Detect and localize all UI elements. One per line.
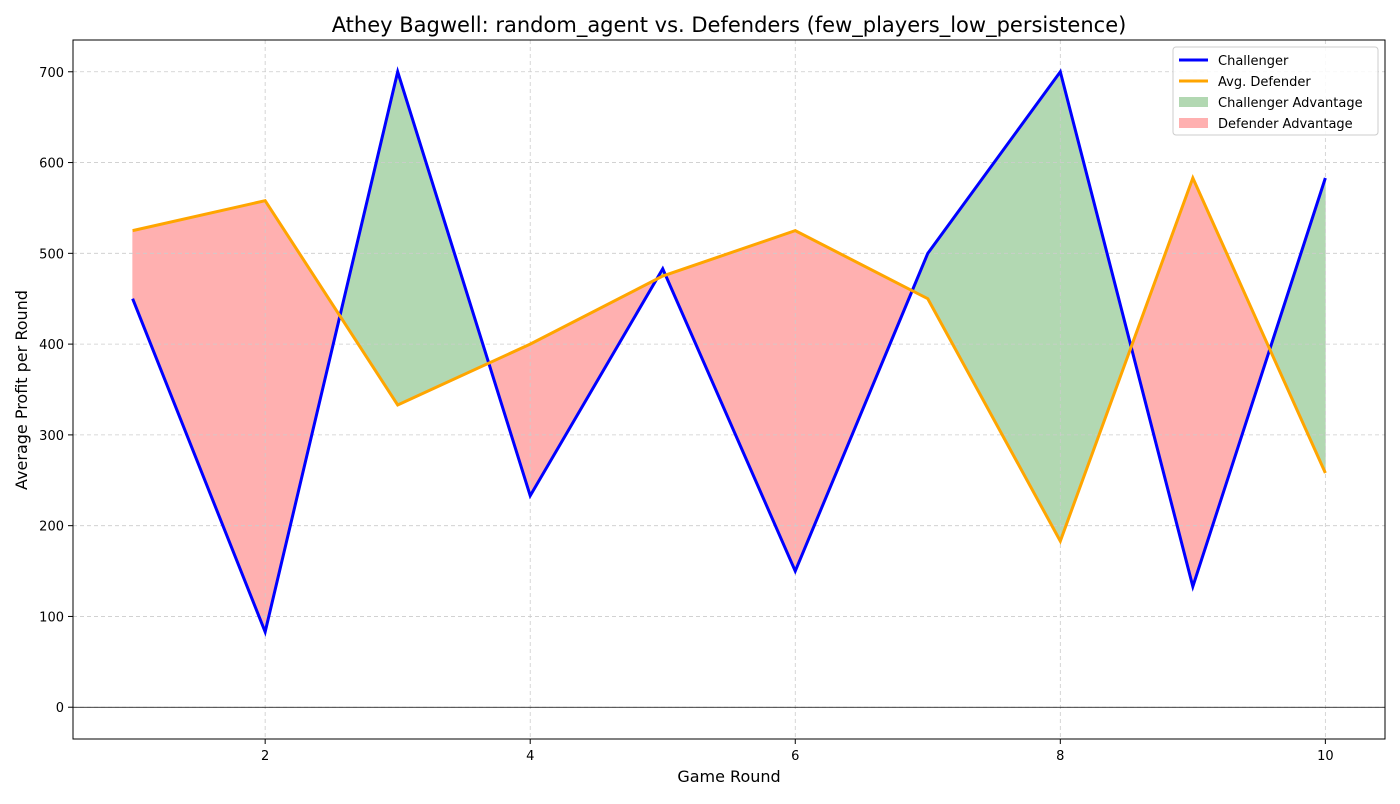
y-tick-label: 0 bbox=[56, 701, 64, 716]
legend-label: Challenger Advantage bbox=[1218, 96, 1363, 111]
legend-label: Challenger bbox=[1218, 54, 1289, 69]
legend-swatch bbox=[1179, 97, 1208, 107]
plot-frame bbox=[72, 39, 1386, 740]
y-tick-label: 600 bbox=[39, 157, 64, 172]
y-tick-label: 700 bbox=[39, 66, 64, 81]
x-tick-label: 4 bbox=[526, 749, 534, 764]
series-lines bbox=[131, 66, 1327, 637]
x-tick-label: 6 bbox=[791, 749, 799, 764]
x-tick-label: 2 bbox=[261, 749, 269, 764]
challenger-line bbox=[131, 66, 1327, 637]
challenger-advantage-area bbox=[397, 71, 490, 406]
y-tick-label: 300 bbox=[39, 429, 64, 444]
legend-item-defender-advantage: Defender Advantage bbox=[1179, 117, 1353, 132]
challenger-advantage-area bbox=[927, 70, 1061, 542]
y-tick-label: 500 bbox=[39, 247, 64, 262]
x-tick-label: 10 bbox=[1317, 749, 1334, 764]
y-axis-label: Average Profit per Round bbox=[12, 290, 31, 490]
x-axis-label: Game Round bbox=[677, 767, 780, 786]
legend-item-challenger: Challenger bbox=[1179, 54, 1289, 69]
y-tick-label: 400 bbox=[39, 338, 64, 353]
challenger-advantage-area bbox=[339, 71, 398, 406]
y-tick-label: 200 bbox=[39, 520, 64, 535]
legend-label: Avg. Defender bbox=[1218, 75, 1311, 90]
legend-item-challenger-advantage: Challenger Advantage bbox=[1179, 96, 1363, 111]
y-tick-label: 100 bbox=[39, 610, 64, 625]
avg-defender-line bbox=[132, 174, 1327, 545]
legend-swatch bbox=[1179, 118, 1208, 128]
defender-advantage-area bbox=[264, 199, 341, 632]
x-axis-ticks: 2 4 6 8 10 bbox=[261, 739, 1334, 764]
x-tick-label: 8 bbox=[1056, 749, 1064, 764]
chart-title: Athey Bagwell: random_agent vs. Defender… bbox=[332, 13, 1127, 38]
fill-areas bbox=[132, 70, 1326, 632]
legend-label: Defender Advantage bbox=[1218, 117, 1353, 132]
legend: Challenger Avg. Defender Challenger Advant… bbox=[1172, 46, 1379, 136]
legend-box bbox=[1172, 46, 1379, 136]
defender-advantage-area bbox=[665, 230, 796, 572]
legend-item-avg-defender: Avg. Defender bbox=[1179, 75, 1311, 90]
defender-advantage-area bbox=[132, 200, 266, 632]
y-axis-ticks: 0 100 200 300 400 500 600 700 bbox=[39, 66, 73, 716]
